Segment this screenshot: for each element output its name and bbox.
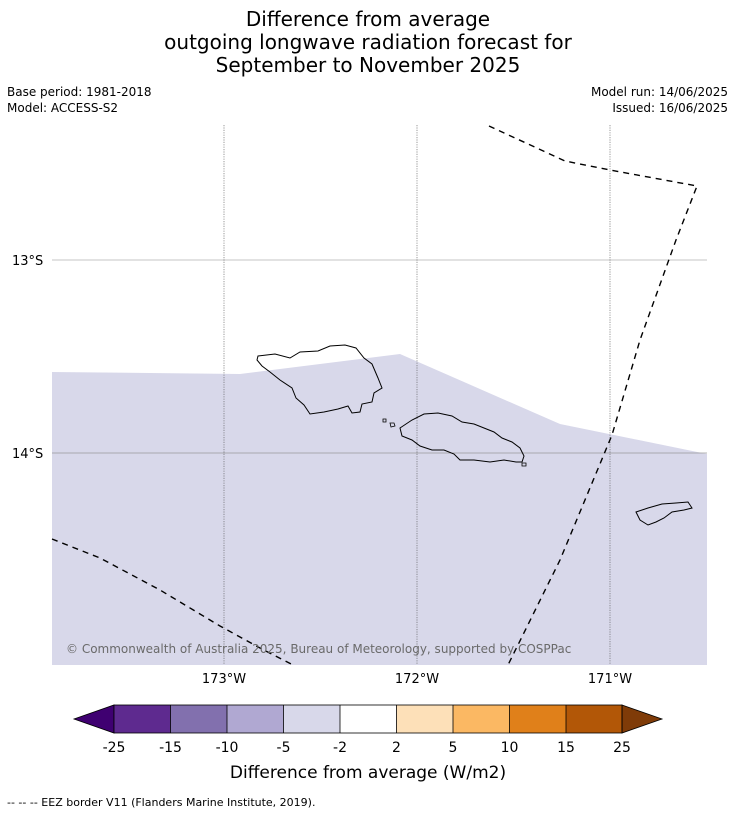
eez-legend-footer: -- -- -- EEZ border V11 (Flanders Marine…	[7, 796, 316, 809]
model-run-text: Model run: 14/06/2025	[590, 85, 728, 99]
colorbar-dividers	[170, 705, 567, 733]
issued-text: Issued: 16/06/2025	[612, 101, 728, 115]
lon-label-171: 171°W	[588, 672, 632, 687]
islet-manono	[389, 422, 396, 428]
title-line-2: outgoing longwave radiation forecast for	[164, 30, 572, 54]
base-period-text: Base period: 1981-2018	[7, 85, 152, 99]
colorbar-segment-3	[227, 705, 284, 733]
colorbar-tick-3: -5	[277, 740, 291, 756]
colorbar-segment-6	[396, 705, 453, 733]
eez-border-north	[488, 125, 698, 666]
colorbar-segment-1	[114, 705, 171, 733]
colorbar-tick-1: -15	[159, 740, 182, 756]
colorbar-segment-8	[509, 705, 566, 733]
model-text: Model: ACCESS-S2	[7, 101, 119, 115]
lat-label-13: 13°S	[12, 254, 43, 269]
colorbar-tick-0: -25	[103, 740, 126, 756]
colorbar-extend-low	[72, 704, 115, 734]
colorbar-tick-4: -2	[333, 740, 347, 756]
island-upolu	[399, 412, 525, 463]
colorbar-tick-9: 25	[613, 740, 631, 756]
title-line-3: September to November 2025	[215, 53, 521, 77]
colorbar-tick-6: 5	[449, 740, 458, 756]
lon-label-172: 172°W	[395, 672, 439, 687]
colorbar-tick-7: 10	[501, 740, 519, 756]
meta-left: Base period: 1981-2018 Model: ACCESS-S2	[7, 84, 152, 116]
colorbar-segment-4	[283, 705, 340, 733]
eez-border-southwest	[51, 538, 294, 666]
colorbar-frame	[113, 704, 623, 734]
chart-title: Difference from average outgoing longwav…	[0, 8, 736, 77]
colorbar-segment-9	[566, 705, 622, 733]
colorbar-label: Difference from average (W/m2)	[230, 763, 506, 783]
lat-label-14: 14°S	[12, 447, 43, 462]
island-savaii	[256, 344, 383, 415]
lon-label-173: 173°W	[202, 672, 246, 687]
colorbar-segment-7	[453, 705, 510, 733]
anomaly-fill-region	[52, 354, 707, 665]
copyright-text: © Commonwealth of Australia 2025, Bureau…	[66, 642, 571, 656]
colorbar-tick-2: -10	[216, 740, 239, 756]
title-line-1: Difference from average	[245, 7, 491, 31]
colorbar-tick-5: 2	[392, 740, 401, 756]
colorbar-extend-high	[621, 704, 664, 734]
meta-right: Model run: 14/06/2025 Issued: 16/06/2025	[591, 84, 728, 116]
colorbar-segment-2	[170, 705, 227, 733]
islet-apolima	[382, 418, 387, 423]
islet-east-upolu	[521, 462, 527, 467]
island-tutuila	[635, 501, 693, 526]
colorbar-segment-5	[340, 705, 397, 733]
colorbar: -25 -15 -10 -5 -2 2 5 10 15 25 Differenc…	[72, 704, 664, 783]
colorbar-tick-8: 15	[557, 740, 575, 756]
